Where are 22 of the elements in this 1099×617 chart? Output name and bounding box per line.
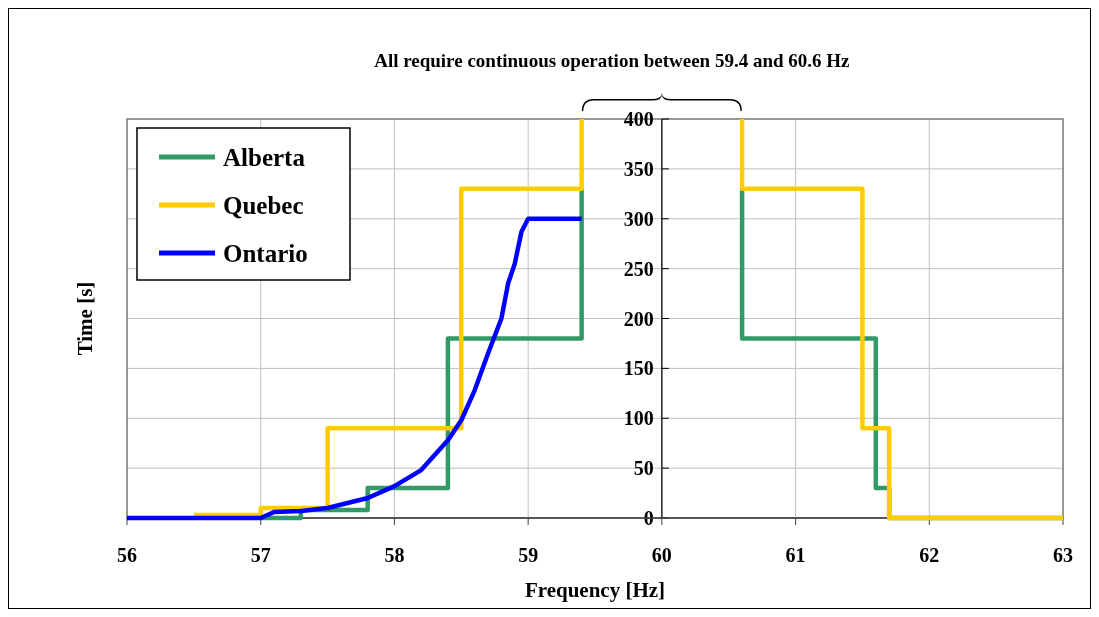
y-tick-label: 350	[623, 157, 654, 180]
x-tick-label: 63	[1053, 544, 1073, 566]
legend-label: Alberta	[223, 143, 306, 171]
text: All require continuous operation between 59.4 and 60.6 Hz	[374, 50, 851, 71]
legend-label: Quebec	[223, 191, 304, 219]
x-tick-label: 58	[384, 544, 405, 566]
x-tick-label: 56	[117, 544, 137, 566]
x-tick-label: 62	[919, 544, 940, 566]
x-axis-title: Frequency [Hz]	[524, 578, 666, 602]
y-tick-label: 400	[623, 108, 654, 130]
y-tick-label: 100	[623, 407, 654, 430]
x-tick-label: 59	[518, 544, 539, 566]
y-tick-label: 200	[623, 307, 654, 330]
y-tick-label: 50	[633, 457, 654, 480]
x-tick-label: 61	[785, 544, 806, 566]
x-tick-label: 60	[651, 544, 672, 566]
y-tick-label: 250	[623, 257, 654, 280]
y-tick-label: 300	[623, 207, 654, 230]
y-tick-label: 150	[623, 357, 654, 380]
legend-label: Ontario	[223, 239, 308, 267]
x-tick-label: 57	[250, 544, 271, 566]
y-axis-title: Time [s]	[73, 281, 97, 356]
